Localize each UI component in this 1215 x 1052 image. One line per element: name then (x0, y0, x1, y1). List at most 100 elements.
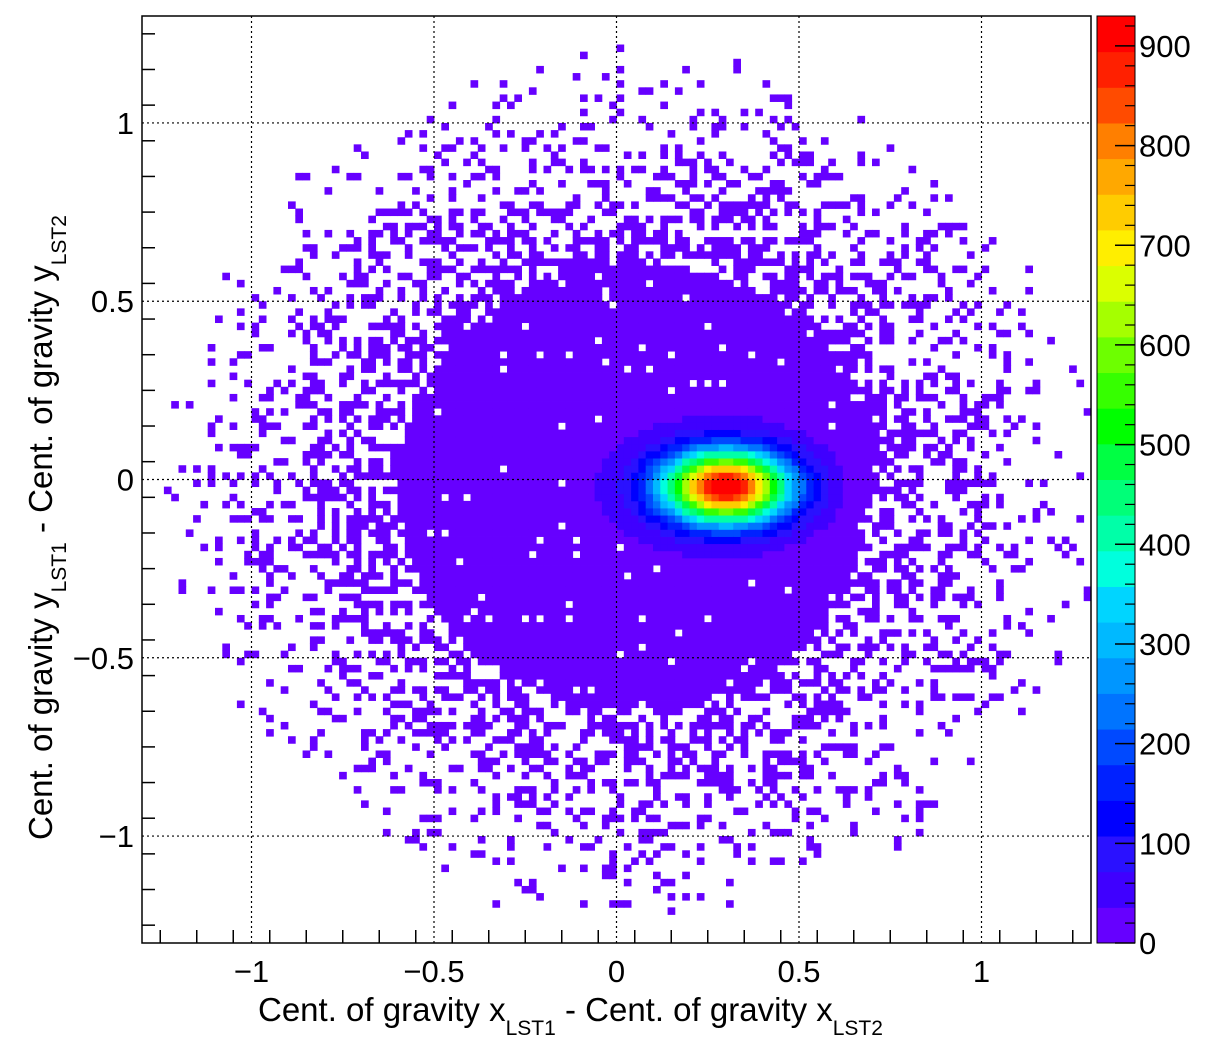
heatmap-cell (828, 550, 836, 559)
heatmap-cell (251, 322, 260, 331)
heatmap-cell (689, 422, 698, 430)
heatmap-cell (820, 486, 829, 495)
heatmap-cell (397, 365, 406, 373)
heatmap-cell (236, 700, 245, 709)
heatmap-cell (558, 493, 566, 502)
heatmap-cell (682, 543, 690, 552)
heatmap-cell (653, 465, 661, 473)
heatmap-cell (309, 450, 318, 459)
heatmap-cell (317, 607, 325, 616)
heatmap-cell (594, 536, 603, 545)
heatmap-cell (565, 557, 574, 566)
heatmap-cell (309, 443, 318, 452)
heatmap-cell (791, 272, 800, 281)
heatmap-cell (711, 721, 720, 730)
heatmap-cell (689, 721, 698, 730)
heatmap-cell (726, 358, 734, 366)
heatmap-cell (645, 443, 654, 452)
heatmap-cell (434, 336, 442, 345)
heatmap-cell (660, 593, 668, 602)
heatmap-cell (419, 508, 428, 516)
heatmap-cell (514, 229, 522, 238)
heatmap-cell (791, 308, 800, 316)
heatmap-cell (485, 764, 493, 773)
heatmap-cell (631, 807, 639, 816)
heatmap-cell (813, 607, 822, 616)
heatmap-cell (346, 536, 355, 545)
heatmap-cell (799, 636, 807, 644)
heatmap-cell (835, 472, 844, 480)
heatmap-cell (704, 294, 712, 302)
heatmap-cell (426, 237, 435, 245)
heatmap-cell (784, 101, 793, 110)
heatmap-cell (295, 215, 303, 224)
heatmap-cell (550, 229, 559, 238)
heatmap-cell (572, 586, 581, 594)
heatmap-cell (791, 572, 800, 580)
heatmap-cell (550, 408, 559, 416)
heatmap-cell (755, 443, 763, 452)
heatmap-cell (784, 422, 793, 430)
heatmap-cell (266, 550, 274, 559)
heatmap-cell (777, 629, 785, 637)
heatmap-cell (784, 508, 793, 516)
heatmap-cell (682, 372, 690, 381)
heatmap-cell (558, 643, 566, 652)
heatmap-cell (448, 465, 457, 473)
heatmap-cell (492, 458, 501, 466)
heatmap-cell (543, 572, 552, 580)
heatmap-cell (390, 486, 398, 495)
heatmap-cell (791, 543, 800, 552)
heatmap-cell (572, 443, 581, 452)
heatmap-cell (616, 729, 625, 737)
heatmap-cell (711, 443, 720, 452)
heatmap-cell (726, 508, 734, 516)
heatmap-cell (828, 693, 836, 701)
heatmap-cell (353, 415, 362, 423)
heatmap-cell (638, 593, 647, 602)
heatmap-cell (660, 465, 668, 473)
heatmap-cell (521, 500, 530, 509)
heatmap-cell (412, 351, 420, 359)
heatmap-cell (273, 486, 282, 495)
heatmap-cell (528, 536, 537, 545)
heatmap-cell (799, 721, 807, 730)
heatmap-cell (660, 443, 668, 452)
heatmap-cell (434, 450, 442, 459)
heatmap-cell (207, 379, 216, 388)
heatmap-cell (726, 878, 734, 887)
heatmap-cell (288, 500, 296, 509)
heatmap-cell (828, 294, 836, 302)
heatmap-cell (601, 643, 610, 652)
heatmap-cell (536, 650, 544, 659)
heatmap-cell (514, 579, 522, 587)
heatmap-cell (718, 237, 727, 245)
heatmap-cell (653, 614, 661, 623)
heatmap-cell (820, 622, 829, 630)
heatmap-cell (572, 508, 581, 516)
heatmap-cell (740, 686, 749, 694)
heatmap-cell (609, 814, 617, 823)
heatmap-cell (689, 115, 698, 124)
heatmap-cell (558, 565, 566, 573)
heatmap-cell (638, 265, 647, 274)
heatmap-cell (382, 622, 391, 630)
heatmap-cell (689, 122, 698, 131)
heatmap-cell (645, 237, 654, 245)
heatmap-cell (463, 522, 471, 530)
heatmap-cell (507, 629, 515, 637)
heatmap-cell (601, 244, 610, 252)
heatmap-cell (660, 664, 668, 673)
heatmap-cell (528, 679, 537, 687)
heatmap-cell (601, 686, 610, 694)
heatmap-cell (492, 329, 501, 338)
heatmap-cell (492, 443, 501, 452)
heatmap-cell (302, 750, 311, 758)
heatmap-cell (419, 515, 428, 523)
heatmap-cell (492, 543, 501, 552)
heatmap-cell (601, 258, 610, 266)
heatmap-cell (572, 465, 581, 473)
heatmap-cell (572, 358, 581, 366)
heatmap-cell (426, 472, 435, 480)
heatmap-cell (550, 472, 559, 480)
